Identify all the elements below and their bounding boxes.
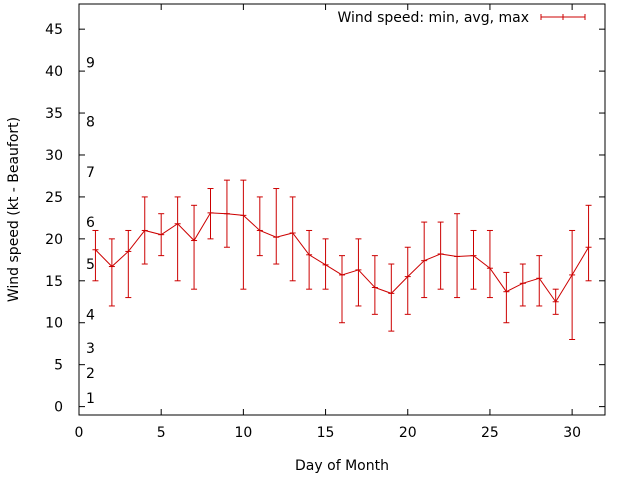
beaufort-label: 4	[86, 307, 95, 323]
x-axis-ticks: 0 5 10 15 20 25 30	[75, 4, 581, 441]
data-point	[223, 179, 230, 248]
beaufort-label: 7	[86, 165, 95, 181]
x-tick-label: 10	[234, 425, 252, 441]
y-tick-label: 10	[45, 316, 63, 332]
data-point	[339, 255, 345, 324]
data-point	[141, 196, 148, 265]
x-tick-label: 5	[157, 425, 166, 441]
y-tick-label: 20	[45, 232, 63, 248]
beaufort-label: 8	[86, 114, 95, 130]
data-point	[207, 188, 214, 240]
beaufort-label: 5	[86, 257, 95, 273]
beaufort-label: 1	[86, 391, 95, 407]
data-point	[355, 238, 362, 307]
data-point	[519, 263, 526, 307]
beaufort-label: 2	[86, 366, 95, 382]
data-point	[404, 246, 411, 315]
data-point	[240, 179, 247, 290]
series-wind-speed	[92, 179, 592, 341]
data-point	[322, 238, 329, 290]
data-point	[552, 288, 559, 315]
beaufort-label: 9	[86, 56, 95, 72]
y-tick-label: 15	[45, 274, 63, 290]
data-point	[174, 196, 181, 282]
data-point	[569, 229, 576, 341]
y-tick-label: 30	[45, 148, 63, 164]
data-point	[503, 271, 510, 324]
x-tick-label: 30	[563, 425, 581, 441]
plot-border	[78, 3, 606, 416]
x-tick-label: 0	[75, 425, 84, 441]
data-point	[536, 255, 543, 307]
beaufort-label: 6	[86, 215, 95, 231]
data-point	[454, 213, 461, 299]
y-tick-label: 0	[54, 400, 63, 416]
beaufort-label: 3	[86, 341, 95, 357]
beaufort-scale-labels: 1 2 3 4 5 6 7 8 9	[86, 56, 95, 408]
data-point	[191, 204, 198, 290]
x-tick-label: 15	[317, 425, 335, 441]
data-point	[108, 238, 115, 307]
data-point	[421, 221, 428, 299]
data-point	[437, 221, 444, 290]
data-point	[585, 204, 592, 282]
y-tick-label: 25	[45, 190, 63, 206]
data-point	[388, 263, 395, 332]
data-point	[289, 196, 296, 282]
data-point	[306, 229, 313, 290]
y-tick-label: 40	[45, 64, 63, 80]
data-point	[125, 229, 132, 299]
y-axis-label: Wind speed (kt - Beaufort)	[6, 117, 22, 302]
data-point	[273, 188, 280, 265]
y-tick-label: 45	[45, 22, 63, 38]
legend-label: Wind speed: min, avg, max	[337, 10, 529, 26]
y-tick-label: 35	[45, 106, 63, 122]
data-point	[470, 229, 477, 290]
y-tick-label: 5	[54, 358, 63, 374]
data-point	[92, 229, 99, 282]
plot-frame	[78, 3, 606, 416]
data-point	[158, 213, 165, 257]
x-tick-label: 25	[481, 425, 499, 441]
legend: Wind speed: min, avg, max	[337, 10, 586, 26]
data-point	[371, 255, 378, 315]
x-tick-label: 20	[399, 425, 417, 441]
x-axis-label: Day of Month	[295, 458, 389, 474]
data-point	[256, 196, 263, 257]
data-point	[486, 229, 493, 299]
